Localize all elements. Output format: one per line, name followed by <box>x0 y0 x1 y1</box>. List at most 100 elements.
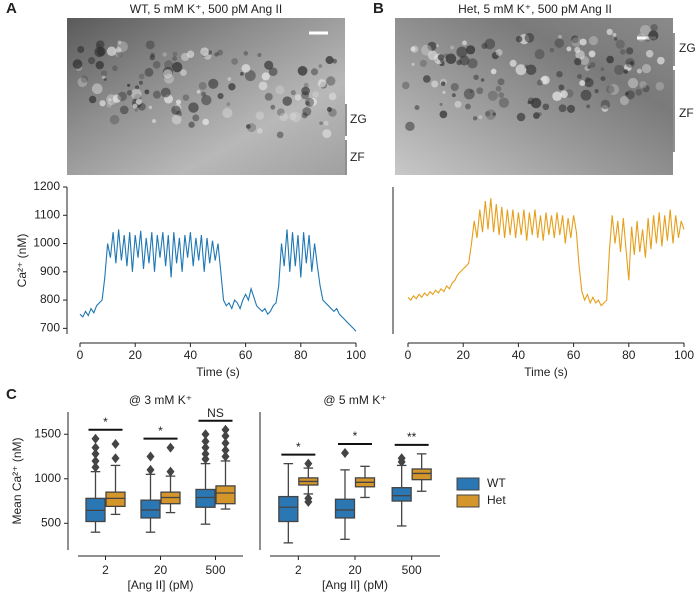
cell <box>656 56 665 65</box>
cell <box>290 111 302 123</box>
cell <box>132 103 138 109</box>
significance-label: ** <box>407 430 417 444</box>
cell <box>472 116 478 121</box>
cell <box>612 32 617 37</box>
cell <box>527 100 532 105</box>
cell <box>303 82 309 88</box>
flier <box>221 424 230 435</box>
cell <box>625 92 629 96</box>
cell <box>188 102 199 113</box>
cell <box>119 105 129 115</box>
flier <box>221 438 230 449</box>
cell <box>279 112 289 122</box>
cell <box>302 107 312 117</box>
cell <box>91 83 103 95</box>
cell <box>217 92 224 100</box>
significance-label: * <box>158 424 163 438</box>
cell <box>108 98 112 102</box>
flier <box>397 453 406 464</box>
trace <box>407 198 685 307</box>
cell <box>645 49 654 58</box>
cell <box>255 111 265 120</box>
cell <box>202 118 210 126</box>
cell <box>312 91 319 98</box>
cell <box>277 108 285 117</box>
cell <box>484 38 496 50</box>
cell <box>322 129 332 139</box>
flier <box>91 448 100 459</box>
flier <box>221 451 230 462</box>
y-tick-label: 800 <box>40 292 60 306</box>
cell <box>294 94 302 101</box>
x-tick-label: 0 <box>405 348 412 362</box>
cell <box>290 90 296 96</box>
cell <box>318 64 323 68</box>
cell <box>589 62 596 68</box>
cell <box>77 77 88 88</box>
flier <box>166 466 175 477</box>
legend-label: Het <box>487 493 506 507</box>
cell <box>308 97 318 106</box>
cell <box>566 104 576 113</box>
cell <box>326 76 336 86</box>
flier <box>111 453 120 464</box>
cell <box>456 46 468 58</box>
cell <box>560 90 568 98</box>
cell <box>106 46 117 56</box>
cell <box>144 67 154 77</box>
cell <box>554 38 565 48</box>
flier <box>341 447 349 458</box>
cell <box>112 94 121 103</box>
x-tick-label: 2 <box>102 563 109 577</box>
cell <box>127 83 131 87</box>
cell <box>201 94 212 106</box>
cell <box>478 115 483 119</box>
cell <box>637 33 646 42</box>
cell <box>422 75 431 83</box>
box <box>391 487 412 502</box>
cell <box>247 123 257 133</box>
cell <box>96 40 105 49</box>
cell <box>557 34 563 39</box>
cell <box>498 92 505 98</box>
chart-title: @ 3 mM K⁺ <box>129 393 192 407</box>
cell <box>558 104 567 113</box>
cell <box>625 58 635 68</box>
flier <box>221 431 230 442</box>
cell <box>95 60 104 70</box>
cell <box>456 59 462 66</box>
x-axis-label: [Ang II] (pM) <box>322 578 388 592</box>
micrographs <box>67 18 673 175</box>
cell <box>301 86 310 96</box>
flier <box>146 451 155 462</box>
cell <box>515 35 523 43</box>
cell <box>524 33 535 43</box>
cell <box>534 49 545 60</box>
x-axis-label: Time (s) <box>524 365 568 379</box>
cell <box>319 121 323 126</box>
y-tick-label: 1100 <box>34 207 60 221</box>
box <box>195 488 216 508</box>
cell <box>126 90 133 96</box>
cell <box>198 81 207 90</box>
cell <box>131 88 142 100</box>
cell <box>636 68 642 74</box>
cell <box>175 99 182 105</box>
cell <box>106 102 112 108</box>
cell <box>162 52 167 57</box>
cell <box>240 72 244 76</box>
cell <box>100 70 108 77</box>
cell <box>498 97 510 108</box>
cell <box>222 107 233 118</box>
cell <box>181 52 190 62</box>
flier <box>201 448 210 459</box>
box <box>334 498 356 519</box>
cell <box>101 75 106 80</box>
cell <box>419 59 427 67</box>
cell <box>538 112 542 116</box>
cell <box>214 52 219 57</box>
cell <box>463 88 475 100</box>
cell <box>109 114 120 125</box>
cell <box>264 60 274 70</box>
cell <box>639 81 647 89</box>
